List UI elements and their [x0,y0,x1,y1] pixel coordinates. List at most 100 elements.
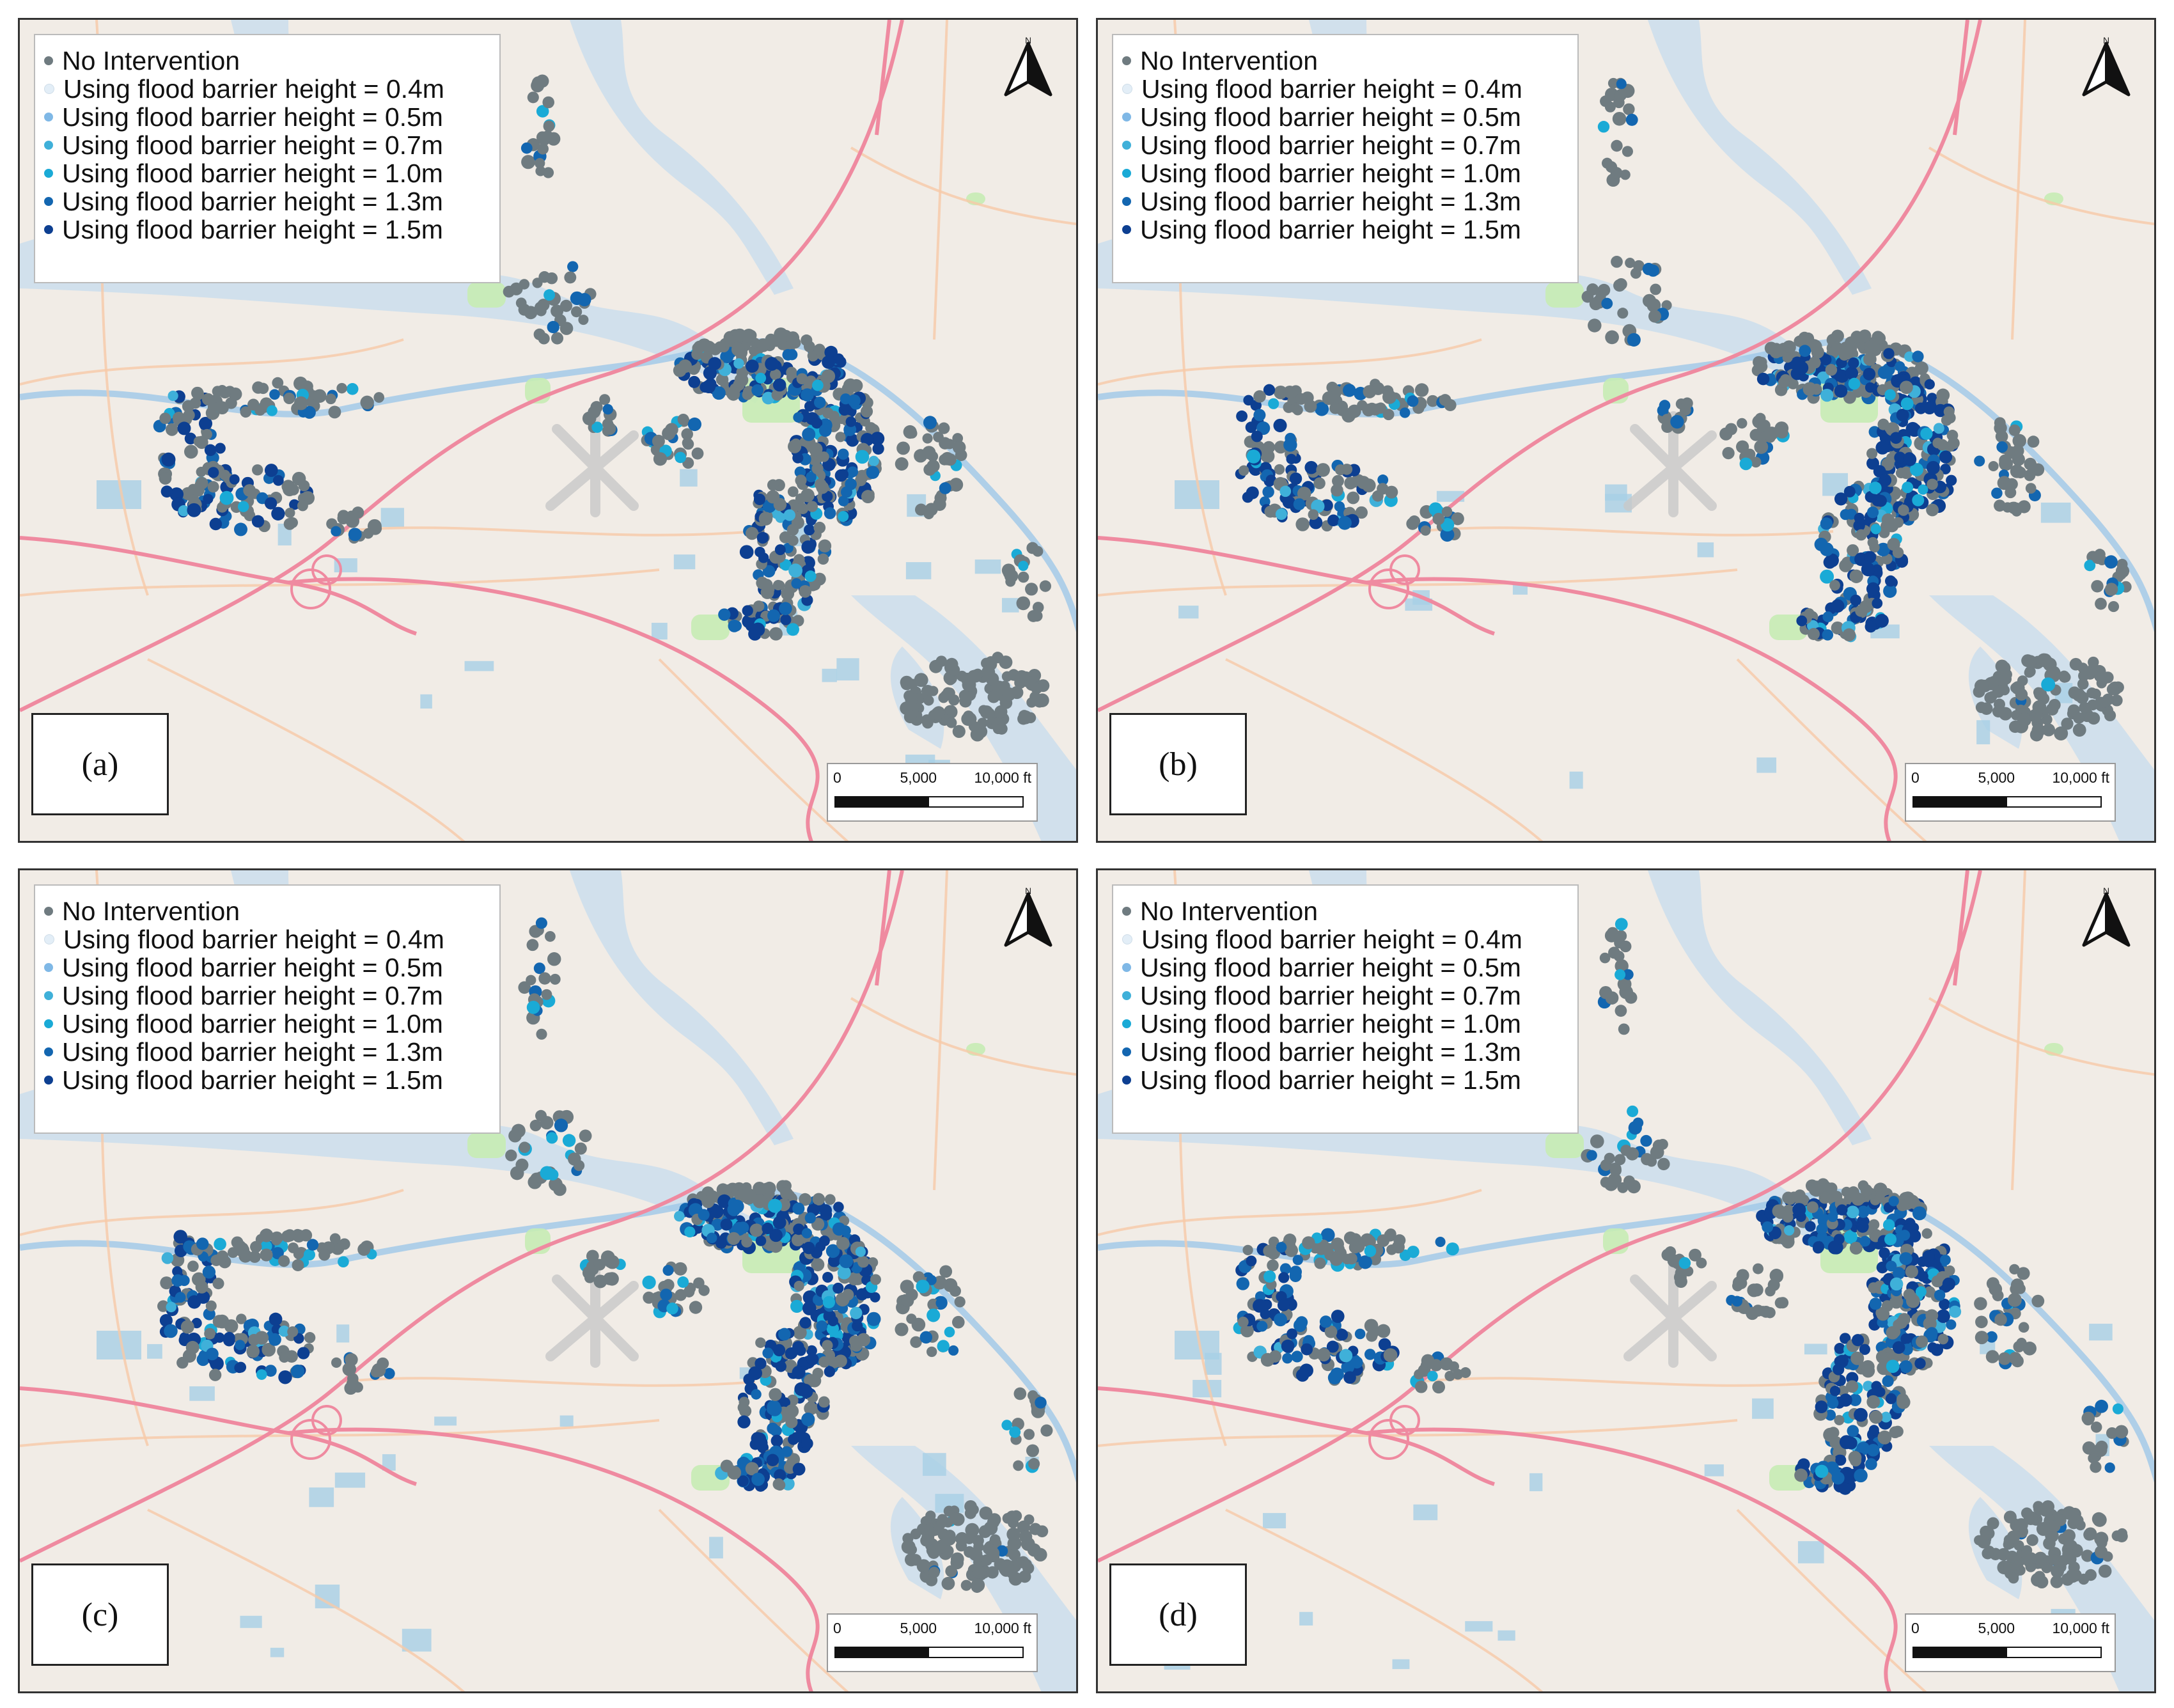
building-point [772,1216,786,1230]
building-point [2088,656,2099,668]
building-point [1848,377,1861,390]
building-point [1251,430,1263,443]
building-point [527,91,539,104]
building-point [1875,1386,1886,1397]
building-point [948,1345,959,1356]
building-point [2066,1569,2078,1581]
building-point [793,1223,805,1235]
building-point [1032,602,1044,613]
building-point [1855,605,1867,617]
building-point [1810,1183,1824,1197]
building-point [1854,1468,1868,1483]
building-point [1753,1263,1763,1274]
building-point [2009,1264,2020,1275]
building-point [665,423,678,437]
building-point [896,441,911,455]
building-point [1625,113,1638,126]
building-point [2112,1403,2123,1414]
building-point [1301,1343,1313,1356]
building-point [1889,1277,1904,1291]
building-point [938,692,950,703]
building-point [567,261,579,272]
building-point [860,405,873,418]
building-point [802,1301,817,1315]
building-point [1877,1430,1892,1445]
building-point [727,1203,741,1216]
legend-label: Using flood barrier height = 0.7m [62,130,443,160]
building-point [2041,677,2056,692]
legend-entry: Using flood barrier height = 1.0m [1122,1009,1568,1038]
building-point [1246,450,1261,464]
legend-entry: Using flood barrier height = 1.5m [44,1065,490,1095]
building-point [857,1256,870,1268]
building-point [937,1340,950,1352]
building-point [1032,545,1044,557]
building-point [191,386,204,400]
building-point [196,1353,210,1367]
building-point [227,1247,239,1258]
building-point [1869,1410,1883,1424]
building-point [778,1328,791,1341]
building-point [817,553,829,565]
building-point [792,1341,804,1353]
building-point [207,481,219,493]
building-point [743,1188,756,1202]
building-point [801,540,815,554]
building-point [1607,77,1619,89]
building-point [1329,402,1341,414]
legend-label: Using flood barrier height = 1.3m [1140,186,1521,216]
building-point [870,1274,881,1285]
building-point [264,1365,277,1377]
building-point [1278,1272,1290,1283]
building-point [2031,723,2045,737]
building-point [906,1313,917,1324]
building-point [1586,283,1599,296]
building-point [797,503,809,515]
north-arrow-icon: N [999,35,1057,100]
building-point [1872,598,1883,609]
legend-label: Using flood barrier height = 0.7m [1140,980,1521,1010]
building-point [1827,1211,1838,1223]
building-point [2090,688,2101,700]
building-point [1879,527,1890,538]
building-point [1943,406,1955,418]
building-point [2104,583,2118,596]
building-point [586,1250,599,1263]
building-point [161,452,176,467]
building-point [946,717,957,728]
building-point [901,1540,916,1554]
building-point [927,459,940,473]
building-point [1260,1308,1271,1319]
building-point [1008,1549,1021,1562]
building-point [2016,1337,2027,1349]
map-canvas [20,20,1076,841]
scale-tick: 5,000 [1978,769,2015,786]
building-point [1845,508,1857,520]
building-point [923,695,934,706]
building-point [2111,694,2123,707]
building-point [283,392,295,405]
building-point [996,723,1008,735]
legend-label: Using flood barrier height = 0.5m [1140,952,1521,982]
building-point [1601,157,1613,169]
building-point [1606,927,1619,939]
scale-tick: 0 [833,769,841,786]
building-point [1852,1334,1865,1347]
building-point [1427,1370,1438,1382]
building-point [1607,1173,1622,1187]
building-point [2050,1575,2063,1588]
building-point [1917,1271,1928,1282]
building-point [1806,1201,1818,1213]
building-point [1869,1297,1882,1310]
building-point [1588,318,1602,333]
building-point [1420,525,1431,536]
building-point [237,501,249,512]
building-point [383,1368,395,1379]
building-point [166,1301,176,1313]
building-point [839,1254,854,1269]
building-point [1829,579,1840,591]
building-point [916,1280,930,1294]
building-point [751,384,764,396]
building-point [1899,1230,1911,1241]
scale-tick: 0 [833,1620,841,1636]
